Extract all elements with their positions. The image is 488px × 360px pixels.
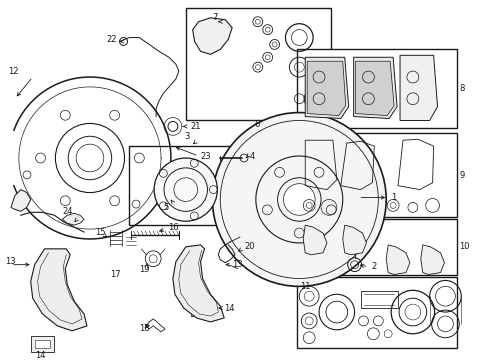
Bar bbox=[340, 198, 380, 215]
Text: 3: 3 bbox=[184, 132, 190, 141]
Polygon shape bbox=[303, 225, 326, 255]
Circle shape bbox=[212, 113, 386, 286]
Polygon shape bbox=[11, 190, 31, 211]
Text: 18: 18 bbox=[139, 324, 150, 333]
Bar bbox=[190, 301, 214, 316]
Text: 19: 19 bbox=[139, 265, 149, 274]
Polygon shape bbox=[399, 55, 437, 121]
Text: 15: 15 bbox=[95, 228, 105, 237]
Text: 24: 24 bbox=[62, 207, 73, 216]
Polygon shape bbox=[353, 57, 396, 118]
Bar bbox=[129, 146, 257, 225]
Bar bbox=[297, 49, 456, 129]
Bar bbox=[194, 304, 210, 313]
Polygon shape bbox=[173, 245, 224, 322]
Text: 14: 14 bbox=[35, 351, 46, 360]
Bar bbox=[360, 291, 397, 308]
Polygon shape bbox=[31, 249, 87, 331]
Bar bbox=[31, 336, 54, 352]
Polygon shape bbox=[420, 245, 444, 275]
Bar bbox=[297, 133, 456, 217]
Polygon shape bbox=[62, 213, 84, 225]
Bar bbox=[185, 8, 330, 121]
Text: 6: 6 bbox=[253, 120, 259, 129]
Text: 11: 11 bbox=[300, 282, 310, 291]
Polygon shape bbox=[386, 245, 409, 275]
Text: 10: 10 bbox=[458, 242, 469, 251]
Text: 9: 9 bbox=[458, 171, 464, 180]
Text: 21: 21 bbox=[190, 122, 201, 131]
Text: 20: 20 bbox=[244, 242, 254, 251]
Text: 23: 23 bbox=[200, 152, 211, 161]
Text: 7: 7 bbox=[212, 13, 217, 22]
Text: 8: 8 bbox=[458, 84, 464, 93]
Polygon shape bbox=[192, 18, 232, 54]
Text: 13: 13 bbox=[232, 260, 242, 269]
Polygon shape bbox=[355, 61, 393, 116]
Circle shape bbox=[283, 184, 314, 215]
Text: 16: 16 bbox=[167, 222, 178, 231]
Text: 5: 5 bbox=[163, 203, 168, 212]
Text: 13: 13 bbox=[5, 257, 16, 266]
Text: 22: 22 bbox=[106, 35, 117, 44]
Text: 2: 2 bbox=[370, 262, 376, 271]
Bar bbox=[297, 276, 456, 348]
Polygon shape bbox=[305, 57, 348, 118]
Text: 17: 17 bbox=[109, 270, 120, 279]
Bar bbox=[35, 340, 50, 348]
Text: 1: 1 bbox=[390, 193, 396, 202]
Text: 12: 12 bbox=[8, 67, 19, 76]
Text: 4: 4 bbox=[249, 152, 255, 161]
Bar bbox=[297, 219, 456, 275]
Polygon shape bbox=[342, 225, 366, 255]
Polygon shape bbox=[306, 61, 345, 116]
Circle shape bbox=[154, 158, 217, 221]
Text: 14: 14 bbox=[224, 303, 234, 312]
